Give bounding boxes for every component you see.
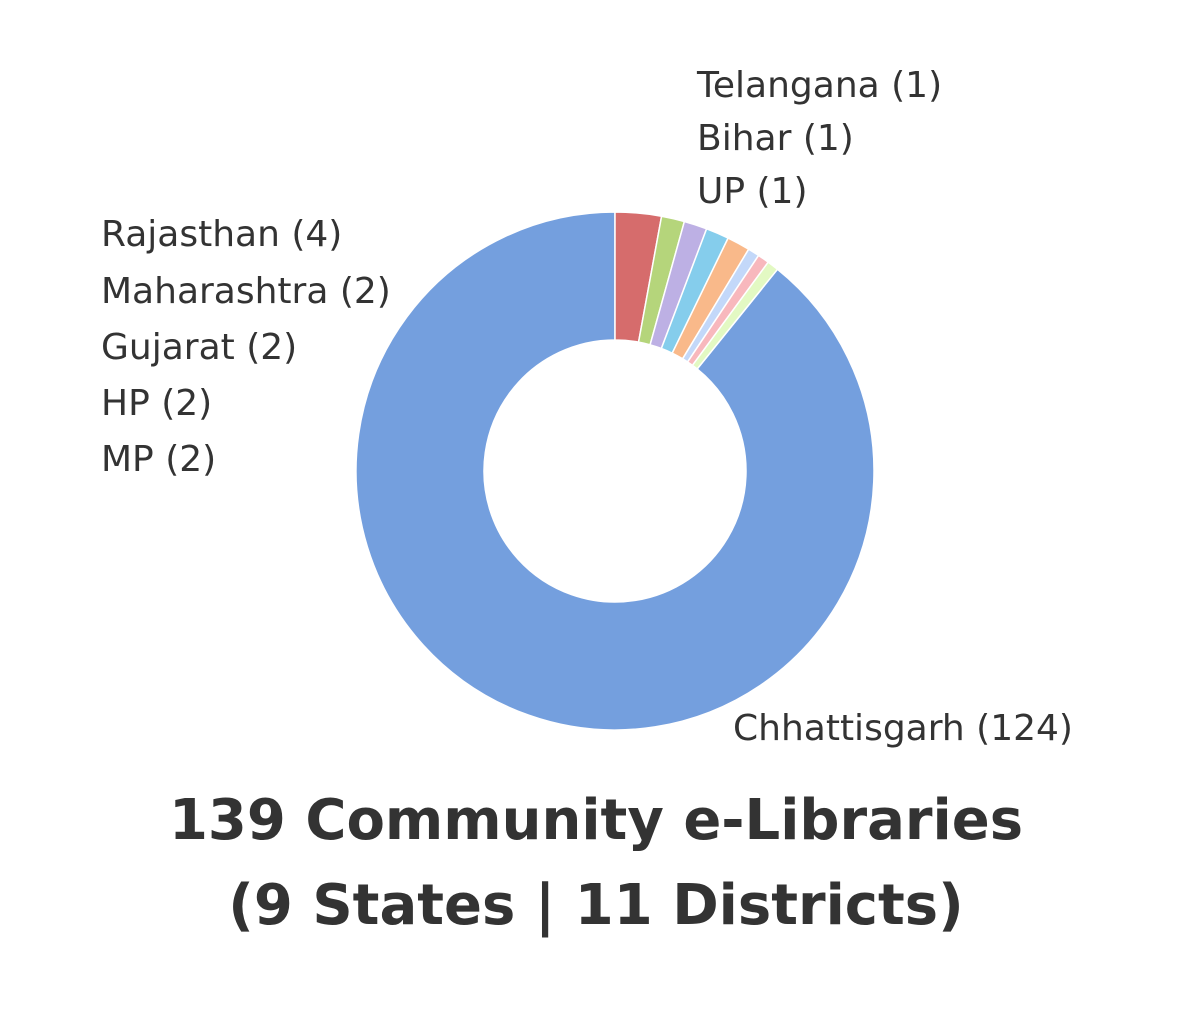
label-telangana: Telangana (1) — [697, 65, 943, 106]
label-rajasthan: Rajasthan (4) — [101, 214, 343, 255]
label-maharashtra: Maharashtra (2) — [101, 271, 391, 312]
label-up: UP (1) — [697, 171, 808, 212]
slice-up — [691, 261, 779, 371]
label-hp: HP (2) — [101, 383, 213, 424]
slice-chhattisgarh — [355, 211, 875, 731]
chart-title: 139 Community e-Libraries — [168, 788, 1024, 853]
label-gujarat: Gujarat (2) — [101, 327, 298, 368]
label-chhattisgarh: Chhattisgarh (124) — [733, 708, 1073, 749]
chart-subtitle: (9 States | 11 Districts) — [228, 873, 964, 938]
label-bihar: Bihar (1) — [697, 118, 854, 159]
label-mp: MP (2) — [101, 439, 217, 480]
